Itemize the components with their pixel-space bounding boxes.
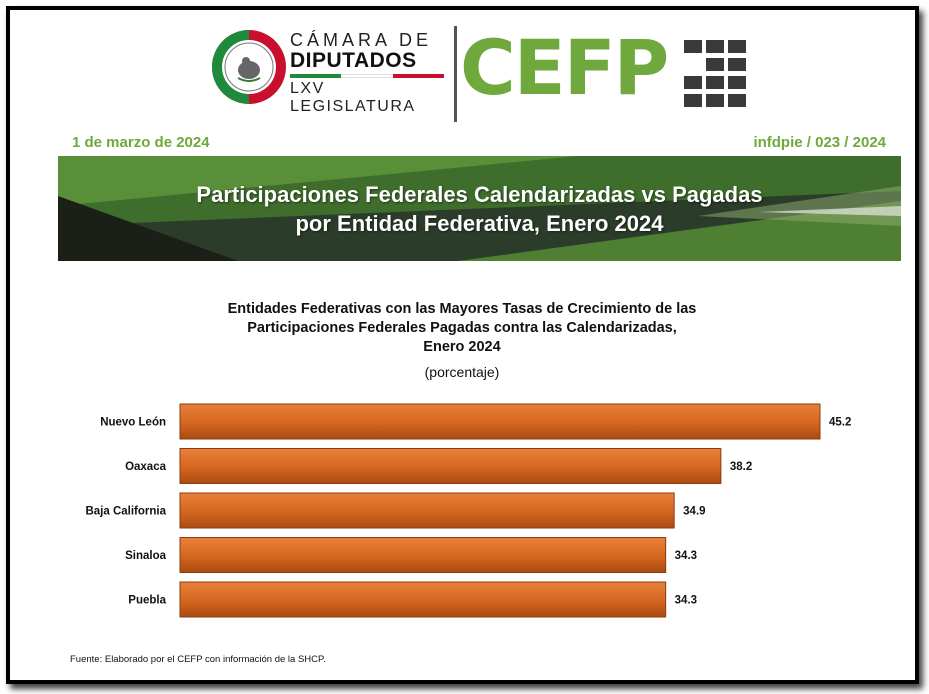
- header-divider: [454, 26, 457, 122]
- chart-subtitle: (porcentaje): [424, 364, 500, 380]
- publication-date: 1 de marzo de 2024: [72, 134, 210, 151]
- chamber-line-2: DIPUTADOS: [290, 49, 417, 72]
- category-label: Oaxaca: [125, 461, 167, 473]
- value-label: 34.3: [675, 595, 697, 607]
- bar-puebla: [179, 581, 667, 618]
- category-label: Baja California: [85, 506, 166, 518]
- chamber-wordmark: CÁMARA DE DIPUTADOS LXV LEGISLATURA: [290, 30, 450, 116]
- banner-title: Participaciones Federales Calendarizadas…: [58, 180, 901, 238]
- bar-chart: Nuevo León 45.2 Oaxaca 38.2 Baja California 3…: [85, 403, 851, 618]
- chamber-line-3: LXV LEGISLATURA: [290, 80, 416, 115]
- cefp-logo-text: CEFP: [460, 23, 669, 112]
- bar-baja-california: [179, 492, 675, 529]
- banner-background: [58, 156, 901, 261]
- banner-title-line-1: Participaciones Federales Calendarizadas…: [196, 182, 763, 207]
- chart-title-line-1: Entidades Federativas con las Mayores Ta…: [227, 301, 697, 317]
- cefp-grid-icon: [684, 40, 746, 107]
- category-label: Nuevo León: [100, 417, 166, 429]
- value-label: 38.2: [730, 461, 752, 473]
- document-frame: CÁMARA DE DIPUTADOS LXV LEGISLATURA CEFP…: [6, 6, 919, 684]
- chart-title-line-2: Participaciones Federales Pagadas contra…: [247, 320, 677, 336]
- chamber-seal-icon: [212, 30, 286, 104]
- source-note: Fuente: Elaborado por el CEFP con inform…: [70, 654, 326, 665]
- value-label: 34.3: [675, 550, 697, 562]
- bar-nuevo-le-n: [179, 403, 821, 440]
- bar-oaxaca: [179, 448, 722, 484]
- banner-title-line-2: por Entidad Federativa, Enero 2024: [295, 211, 664, 236]
- tricolor-rule: [290, 74, 444, 78]
- chart-title: Entidades Federativas con las Mayores Ta…: [132, 300, 792, 357]
- title-banner: Participaciones Federales Calendarizadas…: [58, 156, 901, 261]
- document-reference: infdpie / 023 / 2024: [753, 134, 886, 151]
- value-label: 34.9: [683, 506, 705, 518]
- category-label: Puebla: [128, 595, 166, 607]
- category-label: Sinaloa: [125, 550, 167, 562]
- value-label: 45.2: [829, 417, 851, 429]
- chamber-line-1: CÁMARA DE: [290, 30, 433, 50]
- bar-sinaloa: [179, 537, 667, 573]
- document-page: CÁMARA DE DIPUTADOS LXV LEGISLATURA CEFP…: [52, 14, 901, 676]
- chart-title-line-3: Enero 2024: [423, 339, 501, 355]
